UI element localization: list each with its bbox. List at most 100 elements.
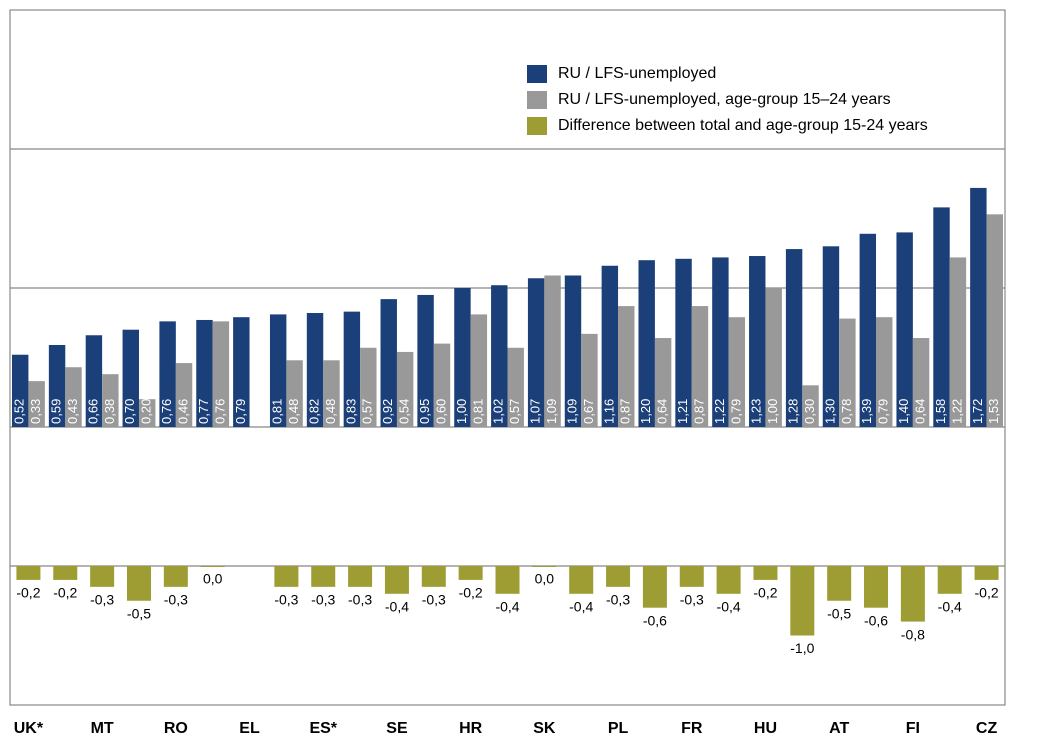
value-label: -1,0: [790, 640, 814, 656]
difference-bar: [16, 566, 41, 580]
value-label: -0,3: [680, 592, 704, 608]
value-label: -0,3: [311, 592, 335, 608]
bar: [122, 329, 139, 427]
value-label: 0,77: [196, 399, 211, 424]
value-label: 0,52: [12, 399, 27, 424]
bar: [986, 214, 1003, 427]
difference-bar: [753, 566, 778, 580]
difference-bar: [532, 566, 557, 567]
difference-bar: [642, 566, 667, 608]
value-label: 0,20: [139, 399, 154, 424]
difference-bar: [348, 566, 373, 587]
legend-label: Difference between total and age-group 1…: [558, 117, 928, 134]
value-label: 0,64: [655, 399, 670, 424]
bar: [728, 317, 746, 427]
x-tick-label: UK*: [14, 720, 44, 737]
value-label: -0,4: [717, 599, 741, 615]
difference-bar: [495, 566, 520, 594]
value-label: 0,81: [470, 399, 485, 424]
bar: [564, 275, 582, 427]
bar: [12, 354, 29, 427]
value-label: 0,30: [802, 399, 817, 424]
x-tick-label: ES*: [309, 720, 337, 737]
bar: [269, 314, 287, 427]
difference-bar: [827, 566, 852, 601]
value-label: 0,81: [270, 399, 285, 424]
value-label: -0,3: [90, 592, 114, 608]
legend-label: RU / LFS-unemployed, age-group 15–24 yea…: [558, 91, 891, 108]
value-label: 0,57: [360, 399, 375, 424]
plot-frame: [9, 9, 1006, 706]
x-tick-label: PL: [608, 720, 629, 737]
value-label: 1,58: [933, 399, 948, 424]
value-label: 1,72: [970, 399, 985, 424]
difference-bar: [458, 566, 483, 580]
value-label: 1,07: [528, 399, 543, 424]
bar: [933, 207, 950, 427]
x-tick-label: SE: [386, 720, 408, 737]
legend-label: RU / LFS-unemployed: [558, 65, 716, 82]
bar: [949, 257, 967, 427]
bar: [638, 260, 655, 427]
bar: [212, 321, 230, 427]
value-label: 0,79: [728, 399, 743, 424]
value-label: -0,2: [753, 585, 777, 601]
value-label: -0,2: [16, 585, 40, 601]
value-label: -0,2: [53, 585, 77, 601]
value-label: -0,6: [643, 612, 667, 628]
value-label: -0,5: [127, 605, 151, 621]
value-label: 0,70: [122, 399, 137, 424]
bar: [654, 338, 672, 427]
bar: [507, 347, 524, 427]
difference-bar: [606, 566, 631, 587]
bar: [360, 347, 377, 427]
x-tick-label: HR: [459, 720, 483, 737]
value-label: 0,43: [65, 399, 80, 424]
bar: [749, 256, 766, 427]
bar: [785, 249, 803, 427]
bar: [233, 317, 250, 427]
value-label: 0,67: [581, 399, 596, 424]
bar: [433, 343, 451, 427]
value-label: 1,09: [544, 399, 559, 424]
bar: [306, 313, 324, 427]
bar: [491, 285, 508, 427]
value-label: 0,46: [175, 399, 190, 424]
value-label: -0,6: [864, 612, 888, 628]
bar: [175, 363, 193, 427]
value-label: -0,8: [901, 626, 925, 642]
bar: [28, 381, 45, 427]
bar: [454, 288, 471, 427]
x-tick-label: CZ: [976, 720, 998, 737]
bar: [396, 351, 414, 427]
value-label: 1,16: [601, 399, 616, 424]
bar: [802, 385, 819, 427]
value-label: 0,0: [535, 571, 555, 587]
value-label: 0,79: [876, 399, 891, 424]
value-label: 0,64: [913, 399, 928, 424]
difference-bar: [716, 566, 741, 594]
x-tick-label: MT: [91, 720, 114, 737]
bar: [970, 187, 987, 427]
bar: [196, 319, 213, 427]
value-label: 0,78: [839, 399, 854, 424]
difference-bar: [163, 566, 188, 587]
legend-swatch: [527, 117, 547, 135]
bar: [675, 258, 692, 427]
value-label: 0,82: [306, 399, 321, 424]
value-label: 1,22: [712, 399, 727, 424]
value-label: -0,4: [385, 599, 409, 615]
value-label: -0,2: [459, 585, 483, 601]
difference-bar: [90, 566, 115, 587]
value-label: 0,60: [433, 399, 448, 424]
bar: [343, 311, 361, 427]
value-label: -0,3: [274, 592, 298, 608]
difference-bar: [126, 566, 151, 601]
value-label: 0,79: [233, 399, 248, 424]
value-label: 0,33: [28, 399, 43, 424]
value-label: 0,76: [159, 399, 174, 424]
bar: [470, 314, 488, 427]
difference-bar: [384, 566, 409, 594]
difference-bar: [200, 566, 225, 567]
value-label: 0,66: [85, 399, 100, 424]
